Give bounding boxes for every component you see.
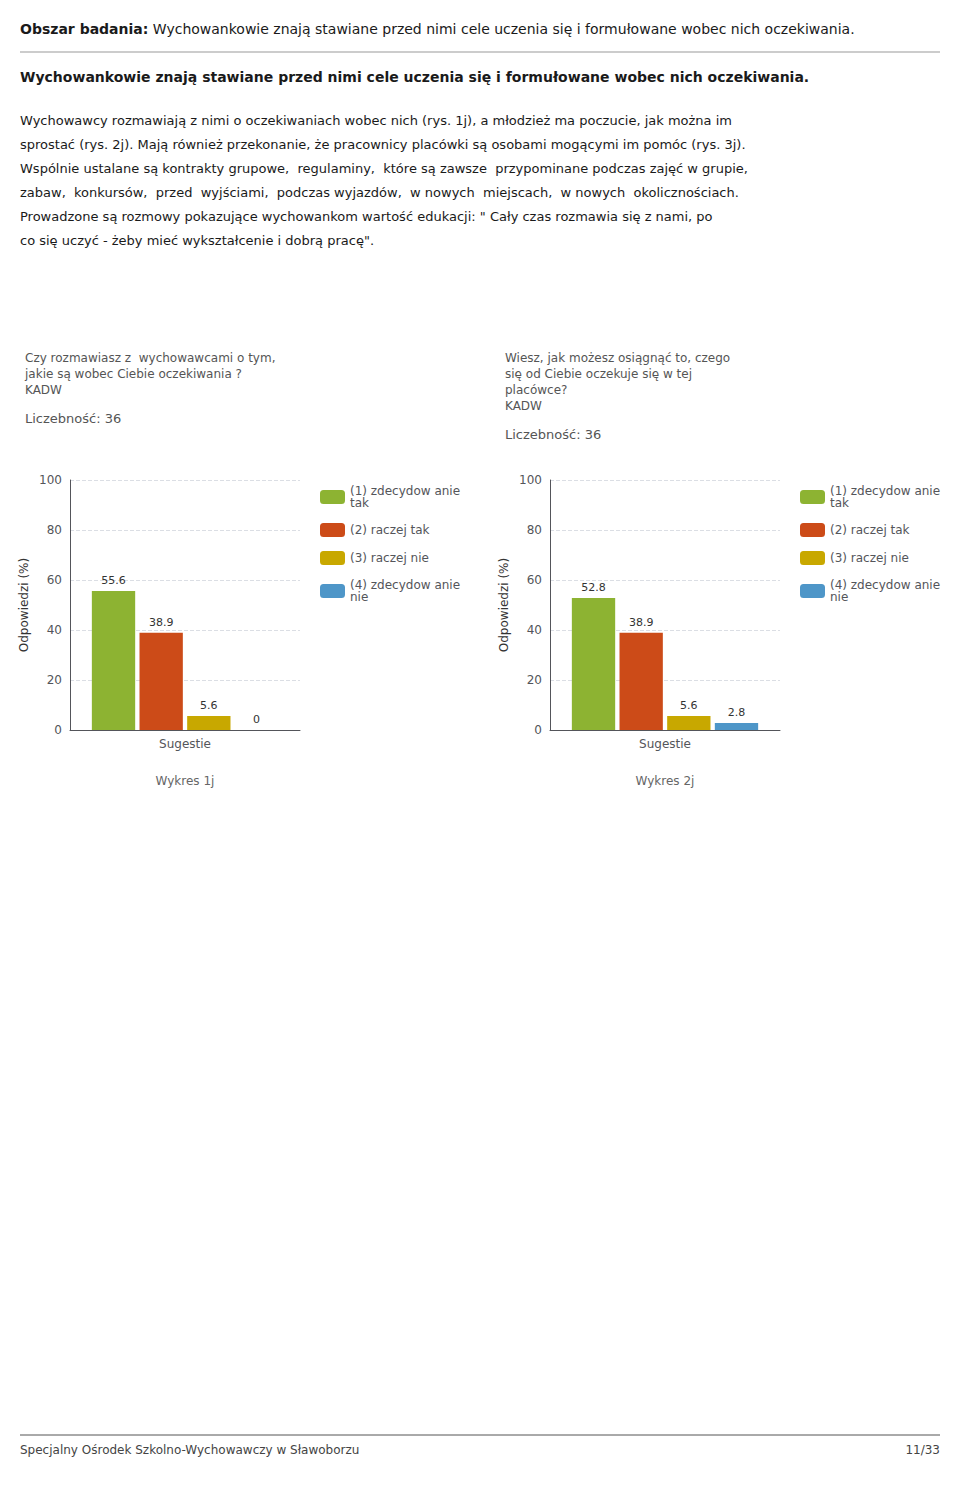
svg-text:(2) raczej tak: (2) raczej tak <box>350 523 430 537</box>
svg-text:2.8: 2.8 <box>728 706 746 719</box>
svg-text:(2) raczej tak: (2) raczej tak <box>830 523 910 537</box>
svg-text:(4) zdecydow anie: (4) zdecydow anie <box>830 578 941 592</box>
svg-text:38.9: 38.9 <box>149 616 174 629</box>
svg-text:5.6: 5.6 <box>680 699 698 712</box>
svg-text:100: 100 <box>39 473 62 487</box>
svg-text:60: 60 <box>47 573 62 587</box>
svg-text:sprostać (rys. 2j). Mają równi: sprostać (rys. 2j). Mają również przekon… <box>20 137 746 152</box>
svg-text:Specjalny Ośrodek Szkolno-Wych: Specjalny Ośrodek Szkolno-Wychowawczy w … <box>20 1443 359 1457</box>
svg-text:placówce?: placówce? <box>505 383 567 397</box>
svg-text:80: 80 <box>47 523 62 537</box>
svg-text:(4) zdecydow anie: (4) zdecydow anie <box>350 578 461 592</box>
svg-text:Wykres 1j: Wykres 1j <box>156 774 215 788</box>
svg-text:Sugestie: Sugestie <box>159 737 211 751</box>
svg-text:Czy rozmawiasz z wychowawcami: Czy rozmawiasz z wychowawcami o tym, <box>25 351 275 365</box>
svg-text:0: 0 <box>534 723 542 737</box>
svg-text:Liczebność: 36: Liczebność: 36 <box>505 427 601 442</box>
svg-text:Wspólnie ustalane są kontrakty: Wspólnie ustalane są kontrakty grupowe, … <box>20 161 748 176</box>
svg-text:20: 20 <box>47 673 62 687</box>
svg-text:nie: nie <box>350 590 368 604</box>
svg-text:Liczebność: 36: Liczebność: 36 <box>25 411 121 426</box>
svg-text:się od Ciebie oczekuje się w t: się od Ciebie oczekuje się w tej <box>505 367 692 381</box>
svg-text:(3) raczej nie: (3) raczej nie <box>350 551 429 565</box>
svg-text:Wychowawcy rozmawiają z nimi o: Wychowawcy rozmawiają z nimi o oczekiwan… <box>20 113 732 128</box>
svg-text:Sugestie: Sugestie <box>639 737 691 751</box>
svg-text:Wychowankowie znają stawiane p: Wychowankowie znają stawiane przed nimi … <box>20 69 809 85</box>
svg-text:co się uczyć - żeby mieć wyksz: co się uczyć - żeby mieć wykształcenie i… <box>20 233 374 248</box>
svg-text:40: 40 <box>527 623 542 637</box>
svg-text:38.9: 38.9 <box>629 616 654 629</box>
svg-text:Prowadzone są rozmowy pokazują: Prowadzone są rozmowy pokazujące wychowa… <box>20 209 713 224</box>
svg-text:Wiesz, jak możesz osiągnąć to,: Wiesz, jak możesz osiągnąć to, czego <box>505 351 730 365</box>
svg-text:52.8: 52.8 <box>581 581 606 594</box>
svg-text:nie: nie <box>830 590 848 604</box>
svg-text:11/33: 11/33 <box>905 1443 940 1457</box>
svg-text:0: 0 <box>54 723 62 737</box>
svg-text:zabaw, konkursów, przed wyj: zabaw, konkursów, przed wyjściami, podcz… <box>20 185 739 200</box>
svg-text:Wykres 2j: Wykres 2j <box>636 774 695 788</box>
svg-text:80: 80 <box>527 523 542 537</box>
svg-text:KADW: KADW <box>25 383 62 397</box>
svg-text:60: 60 <box>527 573 542 587</box>
svg-text:40: 40 <box>47 623 62 637</box>
svg-text:tak: tak <box>830 496 849 510</box>
svg-text:(1) zdecydow anie: (1) zdecydow anie <box>350 484 461 498</box>
svg-text:0: 0 <box>253 713 260 726</box>
svg-text:(3) raczej nie: (3) raczej nie <box>830 551 909 565</box>
svg-text:tak: tak <box>350 496 369 510</box>
svg-text:100: 100 <box>519 473 542 487</box>
svg-text:Odpowiedzi (%): Odpowiedzi (%) <box>17 558 31 652</box>
svg-text:55.6: 55.6 <box>101 574 126 587</box>
svg-text:(1) zdecydow anie: (1) zdecydow anie <box>830 484 941 498</box>
svg-text:5.6: 5.6 <box>200 699 218 712</box>
svg-text:Obszar badania:: Obszar badania: <box>20 21 148 37</box>
svg-text:Odpowiedzi (%): Odpowiedzi (%) <box>497 558 511 652</box>
svg-text:KADW: KADW <box>505 399 542 413</box>
svg-text:jakie są wobec Ciebie oczekiwa: jakie są wobec Ciebie oczekiwania ? <box>24 367 242 381</box>
svg-text:20: 20 <box>527 673 542 687</box>
svg-text:Wychowankowie znają stawiane p: Wychowankowie znają stawiane przed nimi … <box>148 21 854 37</box>
